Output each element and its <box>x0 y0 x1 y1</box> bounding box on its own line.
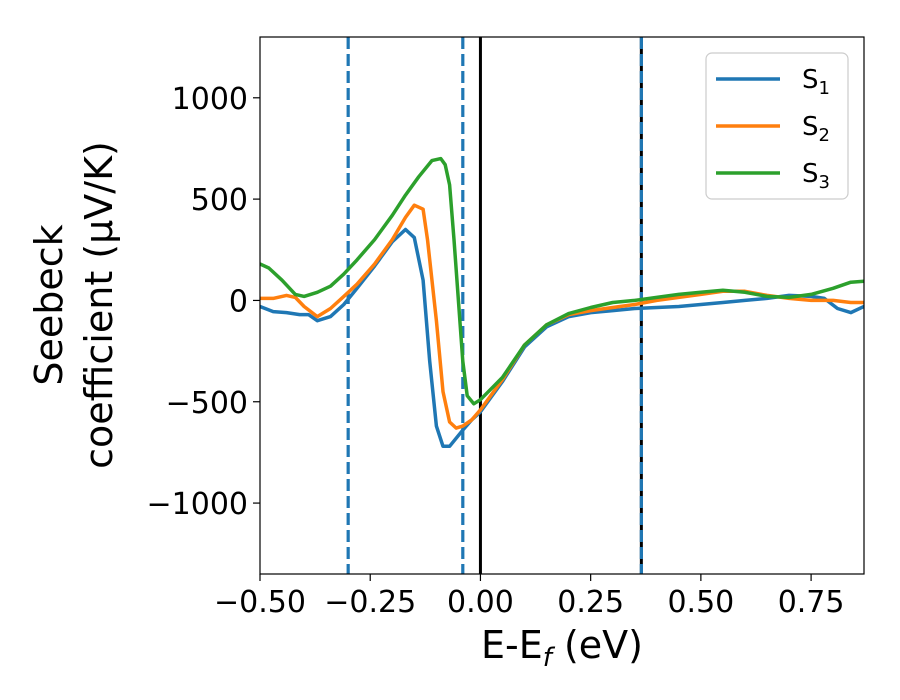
legend-label-s3: S3 <box>802 159 830 193</box>
y-tick-label: 0 <box>229 284 248 319</box>
y-tick-label: −1000 <box>147 487 248 522</box>
reference-lines <box>346 37 643 574</box>
series-line-s1 <box>260 227 864 449</box>
y-axis-ticks: 1000 500 0 −500 −1000 <box>147 82 260 522</box>
y-tick-label: −500 <box>166 386 248 421</box>
x-axis-ticks: −0.50 −0.25 0.00 0.25 0.50 0.75 <box>214 574 844 620</box>
y-tick-label: 500 <box>191 183 248 218</box>
y-axis-label-line1: Seebeck <box>27 224 71 385</box>
legend-label-s1: S1 <box>802 65 830 99</box>
series-lines <box>260 156 864 449</box>
x-tick-label: −0.25 <box>324 585 416 620</box>
legend-label-s2: S2 <box>802 112 830 146</box>
plot-area-frame <box>259 36 865 575</box>
x-tick-label: −0.50 <box>214 585 306 620</box>
y-axis-label-line2: coefficient (μV/K) <box>77 141 121 469</box>
x-tick-label: 0.75 <box>778 585 845 620</box>
y-tick-label: 1000 <box>172 82 248 117</box>
x-tick-label: 0.00 <box>447 585 514 620</box>
x-tick-label: 0.25 <box>557 585 624 620</box>
series-line-s3 <box>260 156 864 406</box>
x-axis-label-unit: (eV) <box>552 623 643 667</box>
y-axis-label: Seebeck coefficient (μV/K) <box>27 141 121 469</box>
x-tick-label: 0.50 <box>667 585 734 620</box>
legend: S1 S2 S3 <box>705 52 849 200</box>
x-axis-label: E-Ef (eV) <box>481 623 643 673</box>
